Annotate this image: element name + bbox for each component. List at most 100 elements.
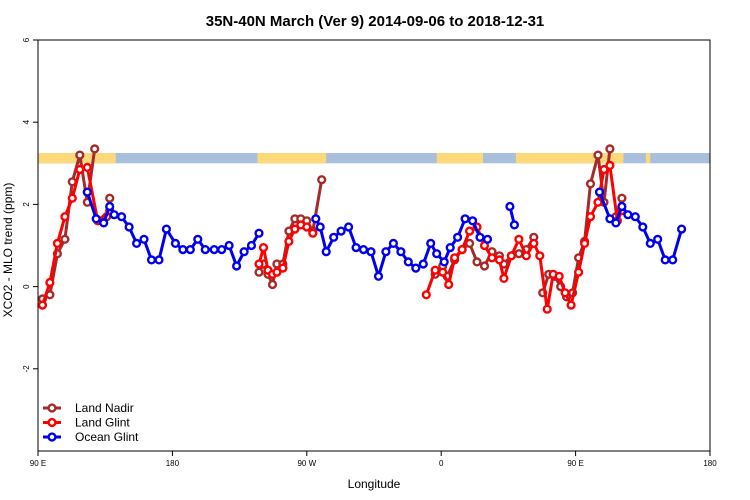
data-point	[438, 267, 448, 277]
y-axis: -2 0 2 4 6	[22, 37, 38, 372]
land-band-segment	[257, 153, 327, 164]
data-point	[82, 187, 92, 197]
data-point	[38, 300, 48, 310]
data-point	[479, 261, 490, 271]
data-point	[254, 228, 264, 238]
data-point	[358, 245, 369, 255]
y-tick-label: 2	[22, 202, 31, 207]
data-point	[439, 257, 449, 267]
data-point	[573, 267, 584, 277]
legend-item: Land Nadir	[43, 401, 134, 415]
data-point	[109, 210, 119, 220]
legend-label: Ocean Glint	[75, 430, 139, 444]
data-point	[465, 238, 475, 249]
plot-frame	[37, 39, 711, 452]
data-point	[232, 261, 242, 271]
data-point	[272, 267, 282, 277]
data-point	[105, 193, 115, 203]
x-tick-label: 90 E	[30, 459, 46, 468]
data-point	[465, 226, 475, 236]
data-point	[611, 218, 621, 228]
data-point	[630, 212, 640, 222]
data-point	[638, 222, 648, 232]
data-point	[505, 201, 515, 212]
data-point	[460, 214, 470, 224]
data-point	[494, 255, 505, 265]
data-point	[450, 253, 460, 263]
data-point	[594, 187, 605, 197]
x-tick-label: 180	[703, 459, 717, 468]
data-point	[132, 238, 142, 249]
data-point	[75, 164, 85, 175]
data-point	[554, 271, 564, 281]
data-point	[499, 273, 509, 284]
data-point	[60, 212, 70, 222]
data-point	[254, 267, 264, 277]
data-point	[258, 243, 269, 253]
data-point	[579, 238, 590, 249]
data-point	[593, 197, 603, 207]
data-point	[623, 210, 633, 220]
data-point	[336, 226, 346, 236]
data-point	[267, 279, 278, 290]
data-point	[529, 238, 539, 249]
x-axis-label: Longitude	[348, 477, 401, 491]
data-point	[290, 224, 300, 234]
data-point	[396, 247, 406, 257]
data-point	[200, 245, 210, 255]
legend-swatch-marker	[47, 432, 57, 442]
data-point	[617, 193, 627, 203]
data-point	[432, 249, 442, 259]
data-point	[514, 234, 524, 244]
data-point	[482, 234, 493, 244]
data-point	[599, 164, 609, 175]
data-point	[90, 144, 100, 154]
data-point	[426, 238, 436, 249]
data-point	[217, 245, 227, 255]
legend-label: Land Glint	[75, 416, 130, 430]
data-point	[321, 247, 331, 257]
data-point	[308, 228, 318, 238]
x-tick-label: 90 W	[297, 459, 316, 468]
ocean-band	[38, 153, 710, 164]
data-point	[146, 255, 157, 265]
x-axis: 90 E 180 90 W 0 90 E 180	[30, 451, 717, 468]
data-point	[444, 279, 454, 290]
x-tick-label: 0	[439, 459, 444, 468]
chart-title: 35N-40N March (Ver 9) 2014-09-06 to 2018…	[206, 13, 545, 30]
data-point	[278, 263, 288, 273]
land-band-segment	[515, 153, 624, 164]
y-tick-label: 4	[22, 119, 31, 124]
data-point	[653, 234, 663, 244]
land-band-segment	[436, 153, 484, 164]
legend-swatch-marker	[47, 403, 57, 413]
y-axis-label: XCO2 - MLO trend (ppm)	[1, 183, 15, 318]
series-ocean-glint	[82, 187, 687, 281]
data-point	[45, 277, 55, 288]
data-point	[660, 255, 670, 265]
data-point	[67, 193, 77, 203]
data-point	[302, 222, 312, 232]
data-point	[645, 238, 655, 249]
data-point	[475, 232, 485, 242]
data-point	[430, 265, 440, 275]
land-band-segment	[645, 153, 651, 164]
data-point	[209, 245, 219, 255]
data-point	[99, 218, 109, 228]
data-point	[506, 251, 517, 261]
data-point	[514, 249, 524, 259]
data-point	[676, 224, 687, 234]
legend-item: Ocean Glint	[43, 430, 139, 444]
x-tick-label: 180	[166, 459, 180, 468]
data-point	[311, 214, 321, 224]
data-point	[139, 234, 149, 244]
data-point	[585, 212, 596, 222]
data-point	[178, 245, 188, 255]
legend-swatch-marker	[47, 417, 57, 428]
data-point	[170, 238, 181, 249]
data-point	[535, 251, 545, 261]
data-point	[566, 300, 576, 310]
data-point	[161, 224, 172, 234]
